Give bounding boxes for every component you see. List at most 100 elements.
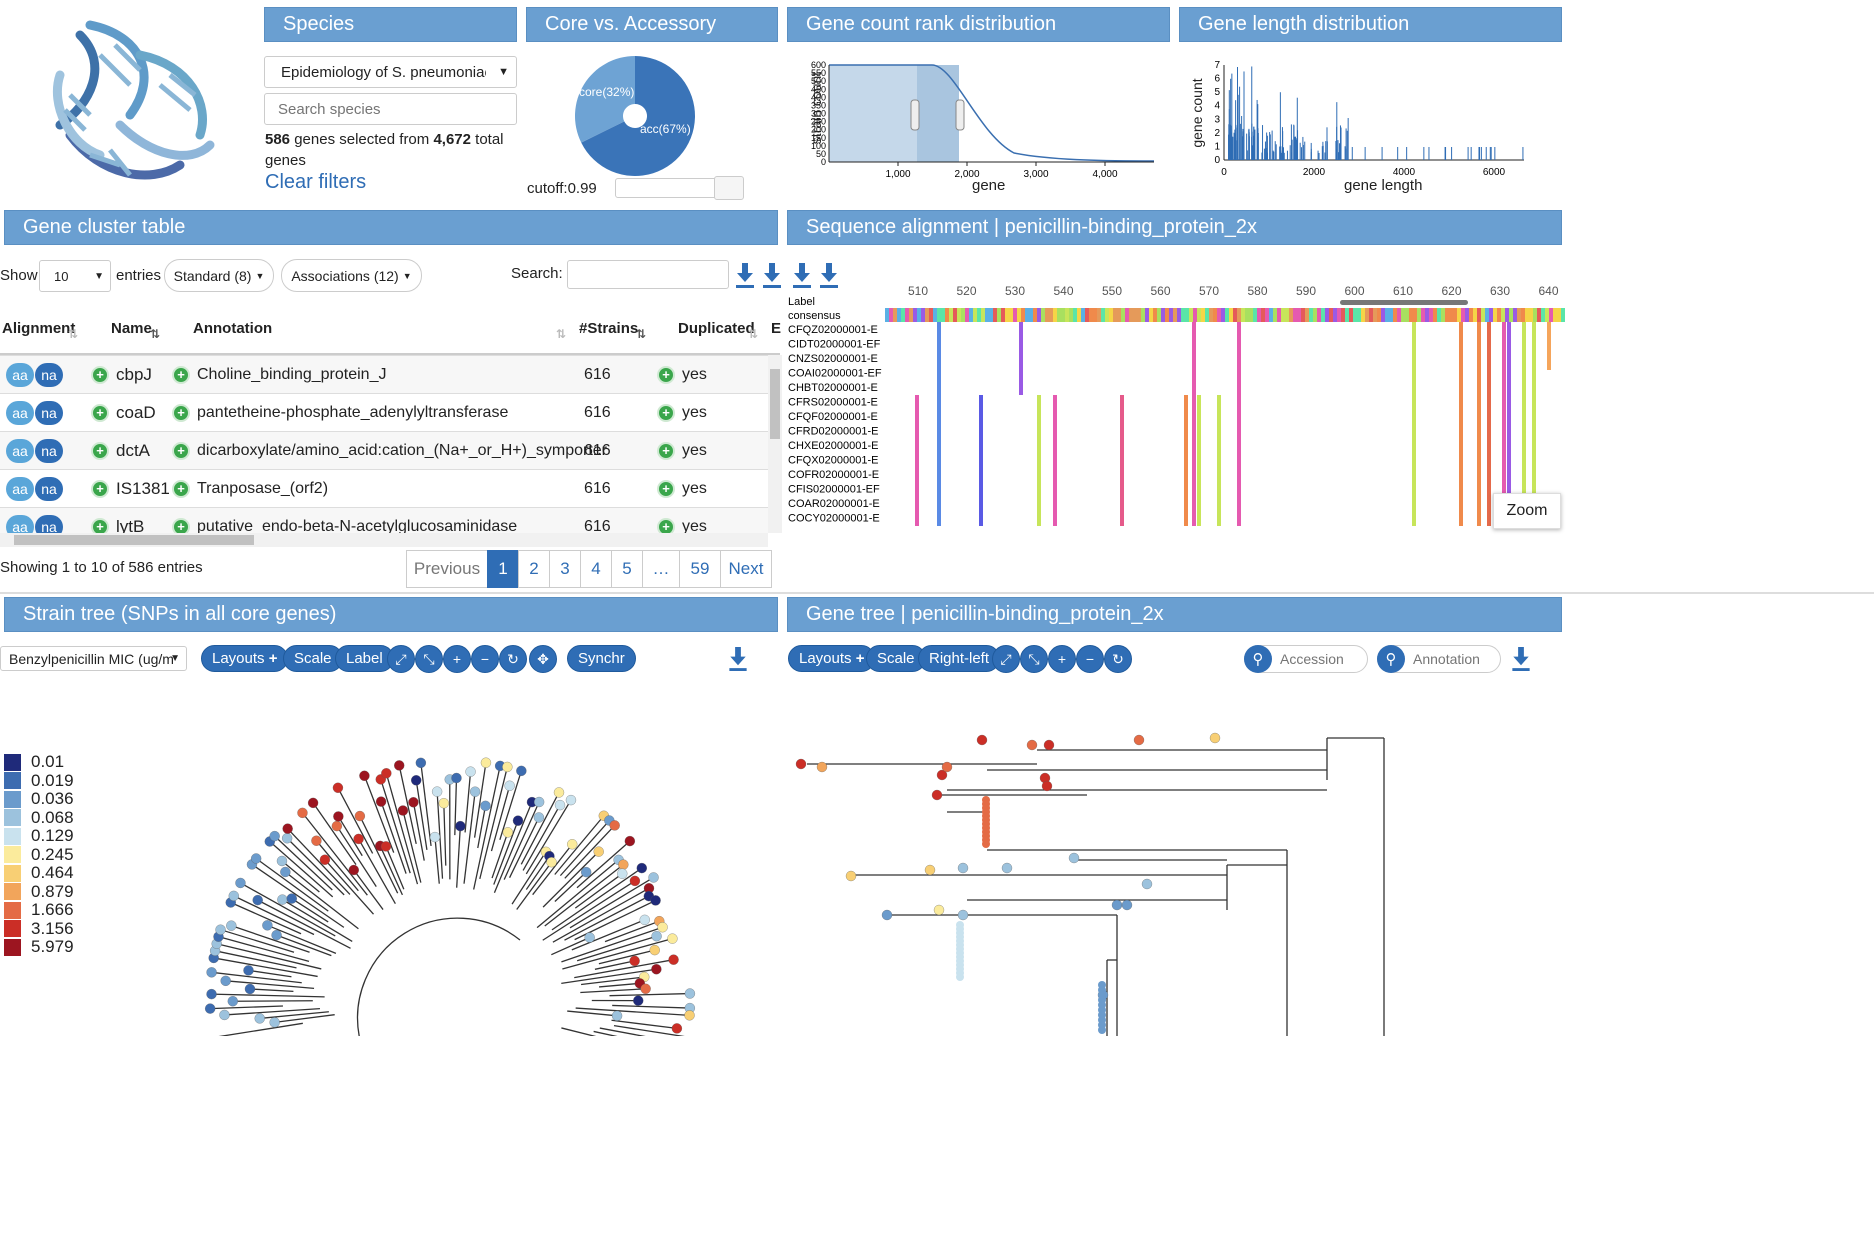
table-row[interactable]: aa na + lytB + putative_endo-beta-N-acet…: [0, 507, 768, 533]
metadata-select[interactable]: Benzylpenicillin MIC (ug/mL ▼: [0, 646, 187, 671]
gene-rank-chart[interactable]: 6005505004504003503002502001501005001,00…: [787, 55, 1170, 200]
plus-icon[interactable]: +: [91, 441, 109, 460]
plus-icon[interactable]: +: [172, 441, 190, 460]
aa-button[interactable]: aa: [6, 476, 34, 501]
aa-button[interactable]: aa: [6, 362, 34, 387]
strain-tree-canvas[interactable]: [200, 700, 700, 1036]
reset-icon[interactable]: ↻: [1104, 645, 1132, 673]
accession-search[interactable]: ⚲: [1244, 645, 1368, 673]
na-button[interactable]: na: [35, 438, 63, 463]
synchr-button[interactable]: Synchr: [567, 645, 636, 672]
cutoff-slider-handle[interactable]: [714, 176, 744, 200]
sort-icon[interactable]: ⇅: [150, 327, 161, 341]
download-icon[interactable]: [727, 647, 749, 671]
table-row[interactable]: aa na + dctA + dicarboxylate/amino_acid:…: [0, 431, 768, 469]
sort-icon[interactable]: ⇅: [636, 327, 647, 341]
page-button[interactable]: 1: [487, 550, 519, 588]
plus-icon[interactable]: +: [657, 479, 675, 498]
expand-icon[interactable]: ⤢: [992, 645, 1020, 673]
zoom-in-icon[interactable]: +: [443, 645, 471, 673]
aa-button[interactable]: aa: [6, 400, 34, 425]
aa-button[interactable]: aa: [6, 438, 34, 463]
tree-leaves[interactable]: [795, 732, 1221, 1034]
page-size-select[interactable]: 10 ▼: [39, 260, 111, 292]
page-button[interactable]: 2: [518, 550, 550, 588]
sort-icon[interactable]: ⇅: [556, 327, 567, 341]
plus-icon[interactable]: +: [657, 365, 675, 384]
sequence-label[interactable]: COCY02000001-E: [788, 513, 880, 525]
layouts-button[interactable]: Layouts +: [201, 645, 289, 672]
tree-leaves[interactable]: [205, 757, 696, 1034]
zoom-out-icon[interactable]: −: [471, 645, 499, 673]
table-row[interactable]: aa na + IS1381 + Tranposase_(orf2) 616 +…: [0, 469, 768, 507]
col-extra[interactable]: E: [771, 320, 781, 337]
plus-icon[interactable]: +: [172, 403, 190, 422]
accession-search-input[interactable]: [1280, 651, 1360, 667]
table-row[interactable]: aa na + cbpJ + Choline_binding_protein_J…: [0, 355, 768, 393]
scrollbar-thumb[interactable]: [770, 369, 780, 439]
col-duplicated[interactable]: Duplicated: [678, 320, 755, 337]
sequence-label[interactable]: CFIS02000001-EF: [788, 484, 880, 496]
sequence-label[interactable]: CFRD02000001-E: [788, 426, 879, 438]
plus-icon[interactable]: +: [91, 479, 109, 498]
sequence-label[interactable]: COFR02000001-E: [788, 469, 879, 481]
na-button[interactable]: na: [35, 362, 63, 387]
col-name[interactable]: Name: [111, 320, 152, 337]
previous-page-button[interactable]: Previous: [406, 550, 488, 588]
na-button[interactable]: na: [35, 476, 63, 501]
sequence-label[interactable]: CFQZ02000001-E: [788, 324, 878, 336]
brush-handle-left[interactable]: [910, 99, 920, 131]
aa-button[interactable]: aa: [6, 514, 34, 533]
collapse-icon[interactable]: ⤡: [415, 645, 443, 673]
scrollbar-thumb[interactable]: [14, 535, 254, 545]
zoom-out-icon[interactable]: −: [1076, 645, 1104, 673]
plus-icon[interactable]: +: [657, 403, 675, 422]
scale-button[interactable]: Scale: [283, 645, 343, 672]
sequence-label[interactable]: CIDT02000001-EF: [788, 339, 881, 351]
plus-icon[interactable]: +: [172, 479, 190, 498]
plus-icon[interactable]: +: [172, 365, 190, 384]
sequence-label[interactable]: COAI02000001-EF: [788, 368, 882, 380]
table-row[interactable]: aa na + coaD + pantetheine-phosphate_ade…: [0, 393, 768, 431]
right-left-button[interactable]: Right-left: [918, 645, 1001, 672]
annotation-search-input[interactable]: [1413, 651, 1493, 667]
sequence-label[interactable]: CHXE02000001-E: [788, 440, 879, 452]
sequence-label[interactable]: COAR02000001-E: [788, 498, 880, 510]
standard-dropdown[interactable]: Standard (8) ▼: [164, 259, 274, 292]
na-button[interactable]: na: [35, 400, 63, 425]
plus-icon[interactable]: +: [91, 365, 109, 384]
viewport-indicator[interactable]: [1340, 300, 1468, 305]
col-alignment[interactable]: Alignment: [2, 320, 76, 337]
na-button[interactable]: na: [35, 514, 63, 533]
reset-icon[interactable]: ↻: [499, 645, 527, 673]
collapse-icon[interactable]: ⤡: [1020, 645, 1048, 673]
plus-icon[interactable]: +: [172, 517, 190, 533]
associations-dropdown[interactable]: Associations (12) ▼: [281, 259, 422, 292]
cutoff-slider[interactable]: [615, 176, 744, 200]
pie-slice-acc[interactable]: [581, 56, 695, 176]
next-page-button[interactable]: Next: [720, 550, 772, 588]
clear-filters-link[interactable]: Clear filters: [265, 171, 367, 193]
brush-handle-right[interactable]: [955, 99, 965, 131]
layouts-button[interactable]: Layouts +: [788, 645, 876, 672]
sequence-label[interactable]: CFRS02000001-E: [788, 397, 878, 409]
annotation-search[interactable]: ⚲: [1377, 645, 1501, 673]
expand-icon[interactable]: ⤢: [387, 645, 415, 673]
page-button[interactable]: 59: [679, 550, 721, 588]
sequence-label[interactable]: CFQX02000001-E: [788, 455, 879, 467]
sequence-label[interactable]: CNZS02000001-E: [788, 353, 878, 365]
sort-icon[interactable]: ⇅: [748, 327, 759, 341]
brush-selection[interactable]: [917, 65, 959, 162]
move-icon[interactable]: ✥: [529, 645, 557, 673]
plus-icon[interactable]: +: [657, 441, 675, 460]
plus-icon[interactable]: +: [91, 517, 109, 533]
species-select[interactable]: Epidemiology of S. pneumoniae (C ▼: [264, 56, 517, 88]
alignment-view[interactable]: 510 520 530 540 550 560 570 580 590 600 610 620 630 6…: [787, 280, 1565, 530]
sequence-label[interactable]: CHBT02000001-E: [788, 382, 878, 394]
sequence-label[interactable]: CFQF02000001-E: [788, 411, 878, 423]
download-icon[interactable]: [1510, 647, 1532, 671]
species-search-input[interactable]: [264, 93, 517, 125]
page-button[interactable]: 5: [611, 550, 643, 588]
plus-icon[interactable]: +: [657, 517, 675, 533]
col-annotation[interactable]: Annotation: [193, 320, 273, 337]
